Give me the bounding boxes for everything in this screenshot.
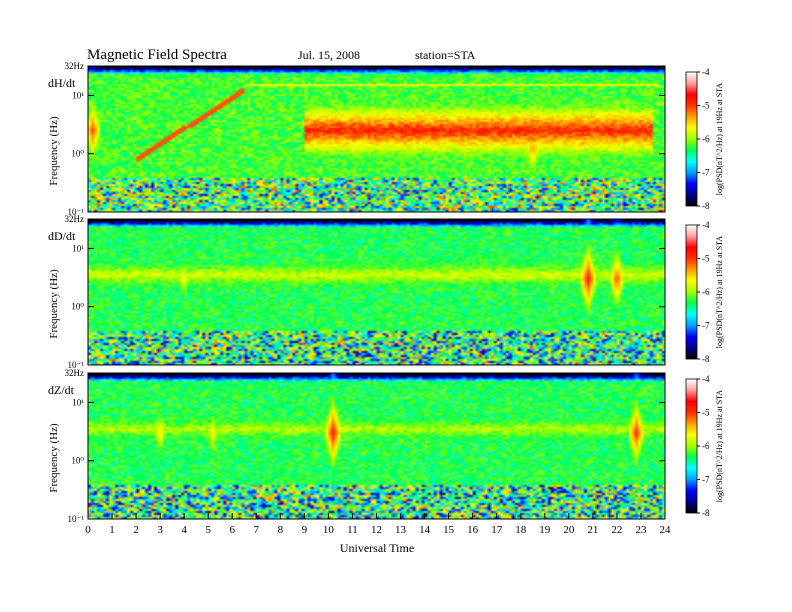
plot-frame: [87, 218, 666, 366]
x-tick-label: 5: [205, 524, 211, 536]
colorbar-tick-label: -5: [702, 408, 710, 418]
x-tick-label: 0: [85, 524, 91, 536]
x-axis: 0 1 2 3 4 5 6 7 8 9 10 11 12 13 14 15 16 17 18 19 20 21 22 23 24: [85, 513, 671, 536]
x-tick-label: 23: [635, 524, 647, 536]
spectrogram-image: [88, 66, 665, 212]
x-tick-label: 18: [515, 524, 527, 536]
y-axis-label: Frequency (Hz): [48, 423, 60, 493]
y-tick-label: 10¹: [72, 397, 84, 407]
x-tick-label: 13: [395, 524, 407, 536]
colorbar: [685, 378, 698, 514]
chart-title: Magnetic Field Spectra: [87, 47, 227, 63]
panel-label: dD/dt: [48, 229, 76, 243]
colorbar-tick-label: -5: [702, 254, 710, 264]
x-tick-label: 24: [660, 524, 672, 536]
y-tick-label: 10⁻¹: [68, 207, 85, 217]
colorbar-tick-label: -6: [702, 441, 710, 451]
x-tick-label: 17: [491, 524, 503, 536]
x-tick-label: 22: [611, 524, 622, 536]
x-tick-label: 9: [302, 524, 308, 536]
colorbar-label: log(PSD(nT^2/Hz) at 19Hz at STA: [715, 390, 724, 503]
y-axis-label: Frequency (Hz): [48, 269, 60, 339]
x-tick-label: 6: [230, 524, 236, 536]
station-label: station=STA: [415, 48, 476, 62]
y-tick-label: 32Hz: [65, 214, 85, 224]
y-tick-label: 10⁰: [71, 302, 84, 312]
colorbar-tick-label: -8: [702, 201, 710, 211]
chart-date: Jul. 15, 2008: [298, 48, 360, 62]
x-tick-label: 4: [181, 524, 187, 536]
colorbar-tick-label: -8: [702, 508, 710, 518]
y-tick-label: 10⁻¹: [68, 514, 85, 524]
colorbar-label: log(PSD(nT^2/Hz) at 19Hz at STA: [715, 83, 724, 196]
x-tick-label: 20: [563, 524, 575, 536]
x-tick-label: 3: [157, 524, 163, 536]
colorbar-tick-label: -7: [702, 168, 710, 178]
colorbar-tick-label: -5: [702, 101, 710, 111]
colorbar-tick-label: -6: [702, 287, 710, 297]
colorbar: [685, 224, 698, 360]
panel-dddt: dD/dt 32Hz 10¹ 10⁰ 10⁻¹ Frequency (Hz) -4 -5 -6 -…: [48, 214, 724, 370]
colorbar-tick-label: -6: [702, 134, 710, 144]
x-tick-label: 16: [467, 524, 479, 536]
x-tick-label: 12: [371, 524, 382, 536]
spectrogram-image: [88, 219, 665, 365]
panel-label: dH/dt: [48, 76, 76, 90]
colorbar-tick-label: -8: [702, 354, 710, 364]
panel-dzdt: dZ/dt 32Hz 10¹ 10⁰ 10⁻¹ Frequency (Hz) -4 -5 -6 -…: [48, 368, 724, 524]
x-tick-label: 2: [133, 524, 139, 536]
colorbar-tick-label: -4: [702, 67, 710, 77]
y-tick-label: 10¹: [72, 243, 84, 253]
x-tick-label: 14: [419, 524, 431, 536]
spectrogram-image: [88, 373, 665, 519]
y-tick-label: 10⁰: [71, 456, 84, 466]
x-tick-label: 7: [254, 524, 260, 536]
y-tick-label: 32Hz: [65, 61, 85, 71]
x-tick-label: 19: [539, 524, 551, 536]
x-tick-label: 10: [323, 524, 335, 536]
x-tick-label: 11: [347, 524, 358, 536]
x-tick-label: 1: [109, 524, 115, 536]
y-tick-label: 10⁰: [71, 149, 84, 159]
x-axis-label: Universal Time: [340, 541, 414, 555]
plot-frame: [87, 65, 666, 213]
colorbar-tick-label: -4: [702, 374, 710, 384]
colorbar-tick-label: -7: [702, 475, 710, 485]
panel-dhdt: dH/dt 32Hz 10¹ 10⁰ 10⁻¹ Frequency (Hz) -4 -5 -6 -…: [48, 61, 724, 217]
x-tick-label: 8: [278, 524, 284, 536]
x-tick-label: 15: [443, 524, 455, 536]
y-axis-label: Frequency (Hz): [48, 116, 60, 186]
y-tick-label: 32Hz: [65, 368, 85, 378]
colorbar-tick-label: -7: [702, 321, 710, 331]
panel-label: dZ/dt: [48, 383, 75, 397]
x-tick-label: 21: [587, 524, 598, 536]
spectrogram-panels: dH/dt 32Hz 10¹ 10⁰ 10⁻¹ Frequency (Hz) -4 -5 -6 -…: [48, 61, 724, 524]
colorbar-label: log(PSD(nT^2/Hz) at 19Hz at STA: [715, 236, 724, 349]
colorbar-tick-label: -4: [702, 220, 710, 230]
y-tick-label: 10⁻¹: [68, 360, 85, 370]
colorbar: [685, 71, 698, 207]
y-tick-label: 10¹: [72, 90, 84, 100]
